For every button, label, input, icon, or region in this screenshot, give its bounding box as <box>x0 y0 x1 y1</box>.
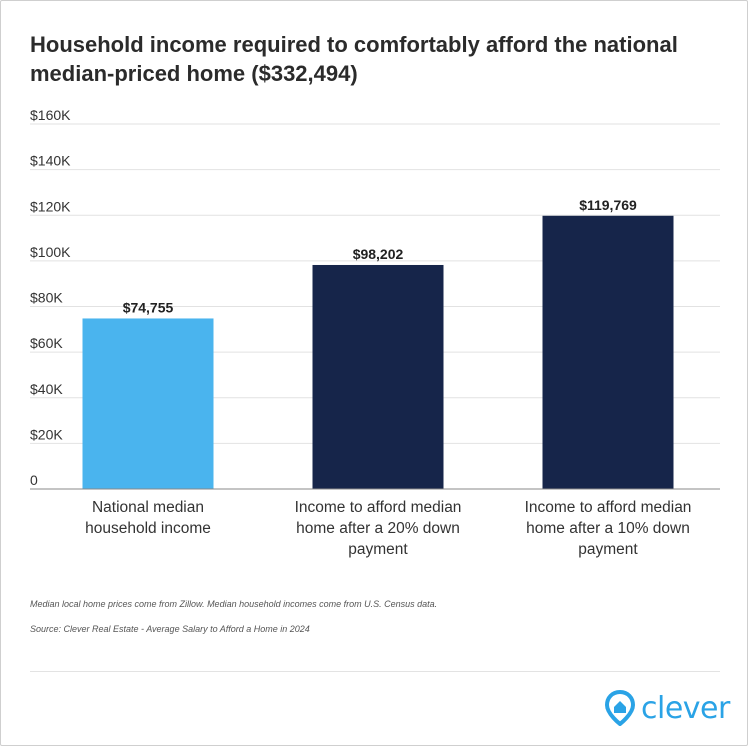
footnotes: Median local home prices come from Zillo… <box>30 598 720 635</box>
footer-divider <box>30 671 720 672</box>
x-category-label-line: Income to afford median <box>525 499 692 516</box>
x-category-label-line: payment <box>348 541 408 558</box>
logo-wordmark: clever <box>641 690 730 726</box>
x-category-label: National median household income <box>85 499 211 537</box>
bar <box>312 264 444 489</box>
data-label: $119,769 <box>579 197 637 213</box>
bars <box>82 215 674 489</box>
source-note: Source: Clever Real Estate - Average Sal… <box>30 624 310 634</box>
bar <box>82 318 214 489</box>
x-axis-category-labels: National median household income Income to… <box>85 499 691 558</box>
x-category-label-line: home after a 20% down <box>296 520 460 537</box>
y-tick-label: $120K <box>30 198 71 214</box>
x-category-label-line: household income <box>85 520 211 537</box>
y-axis-tick-labels: 0 $20K $40K $60K $80K $100K $120K $140K $160K <box>30 107 71 488</box>
clever-house-pin-icon <box>605 690 635 726</box>
y-tick-label: $100K <box>30 244 71 260</box>
data-label: $74,755 <box>123 299 174 315</box>
chart-title: Household income required to comfortably… <box>30 32 678 86</box>
bar <box>542 215 674 489</box>
data-note: Median local home prices come from Zillo… <box>30 599 438 609</box>
y-tick-label: 0 <box>30 472 38 488</box>
clever-logo: clever <box>605 688 730 728</box>
x-category-label: Income to afford median home after a 20% … <box>295 499 462 558</box>
y-tick-label: $160K <box>30 107 71 123</box>
y-tick-label: $80K <box>30 290 63 306</box>
y-tick-label: $60K <box>30 335 63 351</box>
data-label: $98,202 <box>353 246 404 262</box>
x-category-label-line: payment <box>578 541 638 558</box>
y-tick-label: $40K <box>30 381 63 397</box>
y-tick-label: $140K <box>30 153 71 169</box>
x-category-label-line: Income to afford median <box>295 499 462 516</box>
x-category-label-line: home after a 10% down <box>526 520 690 537</box>
bar-chart: 0 $20K $40K $60K $80K $100K $120K $140K $160K $7… <box>30 107 720 558</box>
data-labels: $74,755 $98,202 $119,769 <box>123 197 637 316</box>
x-category-label: Income to afford median home after a 10% … <box>525 499 692 558</box>
y-tick-label: $20K <box>30 426 63 442</box>
x-category-label-line: National median <box>92 499 204 516</box>
